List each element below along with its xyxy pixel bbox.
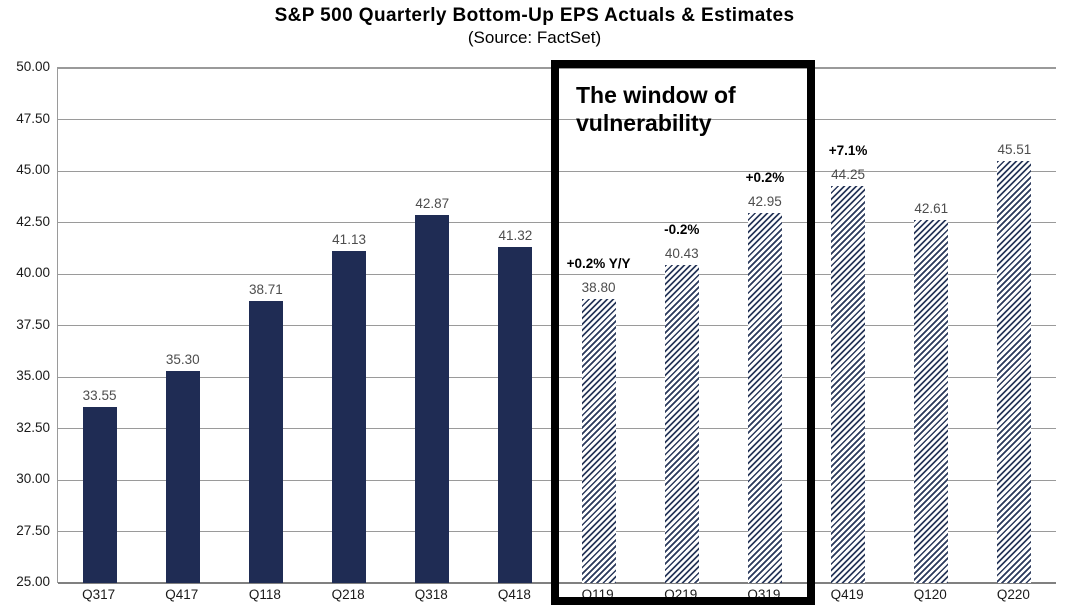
- y-tick-32.50: 32.50: [16, 419, 50, 435]
- bar-value-label-Q219: 40.43: [664, 246, 699, 262]
- bar-value-label-Q318: 42.87: [415, 195, 450, 211]
- x-tick-Q118: Q118: [248, 587, 281, 602]
- bar-value-label-Q119: 38.80: [581, 279, 616, 295]
- bar-pct-label-Q119: +0.2% Y/Y: [566, 255, 631, 271]
- chart-subtitle: (Source: FactSet): [467, 28, 602, 47]
- bar-pct-label-Q219: -0.2%: [664, 222, 700, 238]
- bar-Q418: [498, 246, 533, 583]
- x-tick-Q418: Q418: [497, 587, 531, 602]
- plot-area: 33.55 35.30 38.71 41.13 42.87 41.32 38.80 +0.2%…: [57, 67, 1056, 584]
- x-tick-Q419: Q419: [830, 587, 864, 602]
- bar-Q119: [581, 298, 616, 583]
- bar-value-label-Q218: 41.13: [332, 231, 366, 247]
- bar-Q318: [415, 214, 450, 583]
- bar-value-label-Q118: 38.71: [249, 281, 283, 297]
- x-tick-Q120: Q120: [913, 587, 947, 602]
- chart-title: S&P 500 Quarterly Bottom-Up EPS Actuals …: [274, 5, 795, 26]
- annotation-line-2: vulnerability: [576, 110, 712, 136]
- bar-Q219: [664, 265, 699, 583]
- bar-Q120: [914, 220, 949, 583]
- annotation-line-1: The window of: [576, 82, 736, 108]
- y-tick-50.00: 50.00: [16, 59, 50, 74]
- x-tick-Q218: Q218: [331, 587, 365, 602]
- bar-Q419: [831, 186, 866, 583]
- bar-value-label-Q418: 41.32: [498, 227, 533, 243]
- bar-pct-label-Q319: +0.2%: [745, 170, 785, 186]
- y-tick-42.50: 42.50: [16, 213, 50, 229]
- bar-Q220: [997, 160, 1032, 583]
- x-tick-Q318: Q318: [414, 587, 448, 602]
- annotation-text: The window of vulnerability: [576, 81, 736, 137]
- y-tick-30.00: 30.00: [16, 471, 50, 486]
- bar-pct-label-Q419: +7.1%: [828, 143, 868, 159]
- bar-value-label-Q419: 44.25: [831, 167, 865, 183]
- y-tick-47.50: 47.50: [16, 110, 50, 126]
- y-tick-27.50: 27.50: [16, 522, 50, 538]
- bar-Q319: [747, 213, 782, 583]
- window-of-vulnerability-box: The window of vulnerability: [551, 60, 815, 605]
- bar-value-label-Q120: 42.61: [914, 201, 949, 217]
- bar-Q218: [332, 250, 367, 583]
- y-tick-45.00: 45.00: [16, 162, 50, 177]
- bar-value-label-Q417: 35.30: [165, 351, 200, 367]
- bar-value-label-Q319: 42.95: [748, 194, 782, 210]
- bar-value-label-Q317: 33.55: [82, 387, 117, 403]
- y-tick-35.00: 35.00: [16, 368, 50, 383]
- bar-Q417: [165, 370, 200, 583]
- x-tick-Q220: Q220: [996, 587, 1030, 602]
- bar-value-label-Q220: 45.51: [997, 141, 1032, 157]
- x-tick-Q417: Q417: [165, 587, 199, 602]
- x-tick-Q317: Q317: [82, 587, 116, 602]
- y-tick-25.00: 25.00: [16, 574, 50, 589]
- bar-Q317: [82, 406, 117, 583]
- bar-Q118: [248, 300, 283, 583]
- y-tick-37.50: 37.50: [16, 316, 50, 332]
- y-tick-40.00: 40.00: [16, 265, 50, 280]
